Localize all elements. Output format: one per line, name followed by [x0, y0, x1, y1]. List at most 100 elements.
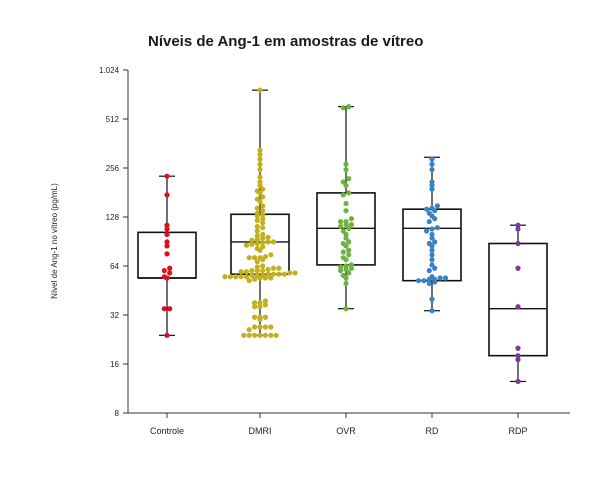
point-ovr	[340, 105, 346, 111]
point-controle	[164, 173, 170, 179]
point-dmri	[276, 265, 282, 271]
point-dmri	[262, 332, 268, 338]
y-tick-label: 1.024	[99, 66, 120, 75]
point-rd	[429, 226, 435, 232]
point-dmri	[262, 324, 268, 330]
point-dmri	[265, 234, 271, 240]
point-dmri	[265, 239, 271, 245]
chart-title: Níveis de Ang-1 em amostras de vítreo	[148, 33, 424, 50]
point-rd	[429, 257, 435, 263]
point-dmri	[249, 237, 255, 243]
point-dmri	[254, 236, 260, 243]
point-ovr	[343, 275, 349, 281]
point-controle	[161, 306, 167, 312]
point-controle	[161, 267, 167, 274]
x-axis-ticks: Controle DMRI OVR RD RDP	[150, 413, 528, 436]
point-rd	[429, 308, 435, 314]
point-dmri	[254, 213, 260, 219]
point-dmri	[254, 217, 260, 223]
point-dmri	[257, 174, 263, 180]
point-rd	[437, 275, 443, 281]
point-dmri	[257, 147, 263, 153]
point-ovr	[343, 167, 349, 173]
point-dmri	[257, 182, 263, 189]
point-dmri	[262, 298, 268, 304]
point-rd	[429, 252, 435, 258]
x-tick-label: RD	[426, 426, 439, 436]
point-dmri	[262, 302, 268, 308]
point-rdp	[515, 345, 521, 351]
box-dmri	[230, 89, 290, 336]
point-controle	[164, 226, 170, 232]
point-rdp	[515, 240, 521, 247]
point-controle	[164, 243, 170, 249]
point-dmri	[254, 267, 260, 274]
point-rd	[429, 296, 435, 302]
point-dmri	[252, 276, 258, 282]
point-dmri	[265, 271, 271, 277]
point-dmri	[260, 203, 266, 209]
point-dmri	[246, 327, 252, 333]
point-dmri	[260, 212, 266, 218]
point-ovr	[348, 265, 354, 271]
point-rd	[421, 278, 427, 284]
point-rdp	[515, 353, 521, 359]
point-rd	[424, 228, 430, 234]
point-ovr	[343, 235, 349, 241]
point-dmri	[249, 272, 255, 279]
point-dmri	[257, 198, 263, 204]
point-rd	[429, 182, 435, 189]
point-ovr	[343, 182, 349, 189]
point-dmri	[260, 220, 266, 226]
point-dmri	[241, 332, 247, 338]
point-dmri	[265, 266, 271, 272]
point-dmri	[270, 265, 277, 271]
point-controle	[164, 231, 170, 238]
point-ovr	[348, 216, 354, 222]
point-controle	[164, 332, 170, 338]
point-rd	[432, 208, 438, 214]
point-dmri	[257, 324, 263, 330]
point-rdp	[515, 226, 521, 232]
point-dmri	[257, 300, 263, 306]
point-dmri	[254, 233, 260, 239]
point-dmri	[257, 156, 263, 162]
box-ovr	[316, 106, 376, 310]
y-tick-label: 32	[110, 311, 119, 320]
point-ovr	[343, 266, 349, 272]
point-rd	[429, 156, 435, 162]
box-iqr	[230, 213, 290, 275]
box-iqr	[488, 242, 548, 357]
point-ovr	[346, 239, 352, 245]
point-dmri	[257, 332, 263, 338]
point-dmri	[260, 240, 266, 246]
point-rd	[432, 216, 438, 222]
point-dmri	[254, 205, 260, 211]
point-ovr	[340, 192, 346, 198]
point-dmri	[257, 167, 263, 173]
point-dmri	[268, 252, 274, 258]
y-tick-label: 16	[110, 360, 119, 369]
point-dmri	[257, 316, 263, 323]
point-ovr	[340, 249, 346, 255]
point-dmri	[260, 216, 266, 222]
y-axis-label: Nível de Ang-1 no vítreo (pg/mL)	[50, 183, 59, 299]
point-ovr	[343, 221, 349, 228]
point-dmri	[260, 267, 266, 274]
point-dmri	[287, 270, 293, 276]
y-tick-label: 512	[106, 115, 120, 124]
point-ovr	[346, 176, 352, 182]
point-dmri	[260, 194, 266, 200]
point-dmri	[227, 274, 233, 280]
point-dmri	[238, 269, 244, 275]
point-dmri	[257, 304, 263, 310]
point-dmri	[252, 300, 258, 306]
point-dmri	[273, 332, 279, 338]
x-tick-label: DMRI	[249, 426, 272, 436]
point-dmri	[246, 278, 252, 284]
point-dmri	[262, 275, 268, 281]
point-rd	[429, 243, 435, 249]
y-axis-ticks: 8 16 32 64 128 256 512 1.024	[99, 66, 128, 418]
point-dmri	[233, 274, 239, 280]
point-ovr	[348, 221, 354, 228]
